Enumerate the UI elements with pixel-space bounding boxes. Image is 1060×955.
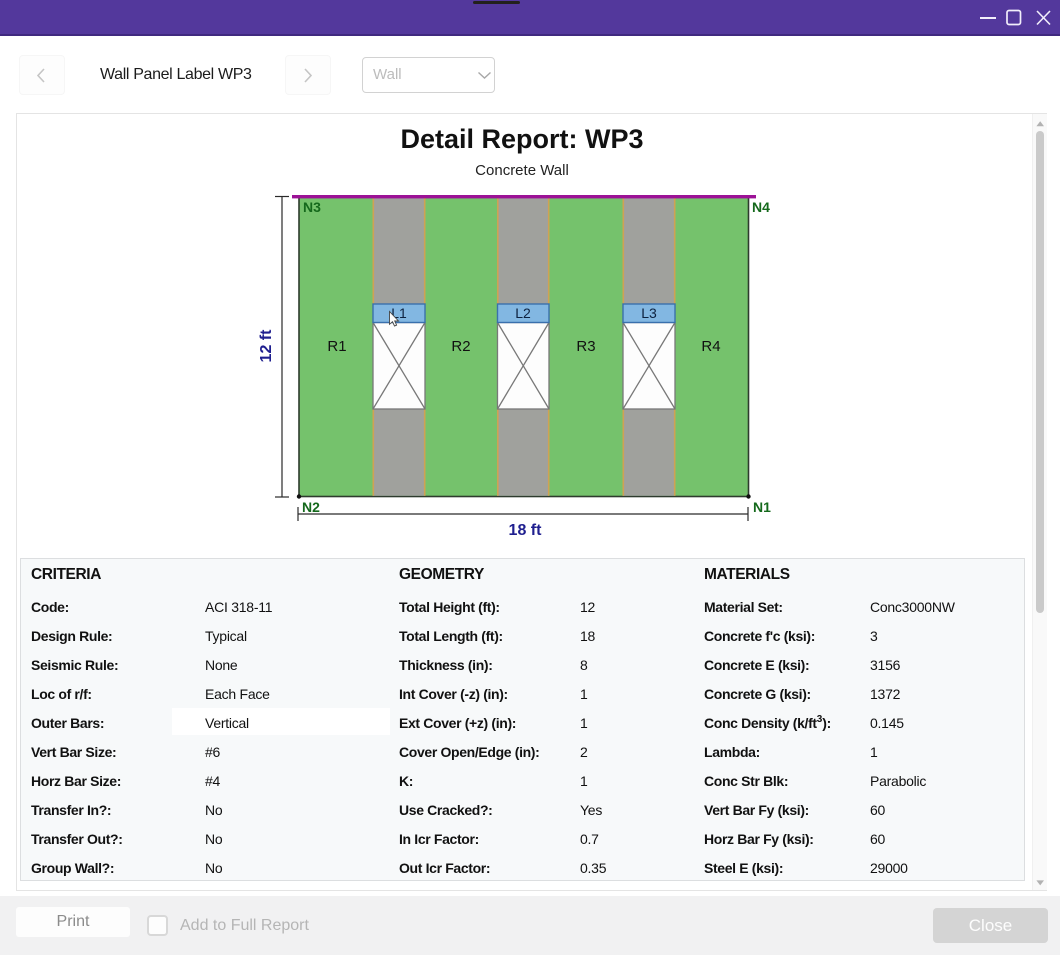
svg-text:18 ft: 18 ft <box>509 522 543 539</box>
svg-text:N4: N4 <box>752 199 770 215</box>
svg-text:R1: R1 <box>327 338 346 355</box>
svg-text:12 ft: 12 ft <box>258 329 275 363</box>
svg-text:L3: L3 <box>641 305 657 321</box>
svg-text:R2: R2 <box>451 338 470 355</box>
svg-text:R4: R4 <box>701 338 720 355</box>
svg-text:R3: R3 <box>576 338 595 355</box>
svg-text:N3: N3 <box>303 199 321 215</box>
svg-text:L2: L2 <box>515 305 531 321</box>
svg-text:N1: N1 <box>753 499 771 515</box>
svg-text:N2: N2 <box>302 499 320 515</box>
